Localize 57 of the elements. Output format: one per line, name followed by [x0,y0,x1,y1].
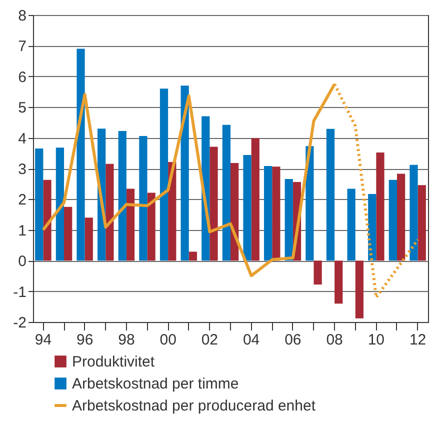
bar [376,152,384,261]
legend-label: Arbetskostnad per producerad enhet [72,398,316,414]
x-tick-label: 98 [118,332,135,348]
x-tick-label: 94 [34,332,52,348]
x-tick-label: 06 [284,332,302,348]
y-tick-label: 2 [18,192,26,209]
bar [64,206,72,261]
bar [368,194,376,261]
x-tick-label: 10 [368,332,385,348]
bar [180,86,189,261]
x-tick-label: 12 [409,332,426,348]
bar [355,260,364,318]
bar [118,131,126,261]
bar [326,128,335,261]
y-tick-label: -2 [13,314,26,332]
bar [230,162,239,261]
bar [35,148,44,261]
bar [314,260,322,285]
x-tick-label: 96 [76,332,94,348]
bar [160,88,168,261]
legend-label: Produktivitet [72,354,156,370]
bar [264,166,272,261]
bar [388,180,397,261]
bar [76,48,85,261]
bar [396,174,406,261]
bar [272,166,280,261]
y-tick-label: 3 [18,161,26,178]
bar [139,136,148,261]
bar [126,188,135,261]
bar [347,188,356,261]
x-tick-label: 02 [201,332,218,348]
bar [284,178,293,261]
bar [222,124,230,261]
y-tick-label: 1 [18,222,26,240]
y-tick-label: 6 [18,68,26,86]
y-tick-label: 4 [18,130,26,148]
bar [56,148,64,261]
bar [147,192,156,261]
bar [334,260,343,304]
bar [243,154,252,261]
bar [106,164,114,261]
x-tick-label: 00 [160,332,176,348]
x-tick-label: 08 [326,332,343,348]
y-tick-label: 8 [18,8,26,24]
bar [410,164,418,261]
bar [210,146,218,261]
bar [188,252,197,261]
bar [84,218,93,261]
y-tick-label: 7 [18,38,26,56]
y-tick-label: -1 [13,284,26,301]
y-tick-label: 5 [18,100,26,117]
bar [251,138,260,261]
y-tick-label: 0 [18,253,26,270]
x-tick-label: 04 [242,332,260,348]
bar [43,180,52,261]
bar [418,185,426,261]
legend-label: Arbetskostnad per timme [72,376,239,392]
